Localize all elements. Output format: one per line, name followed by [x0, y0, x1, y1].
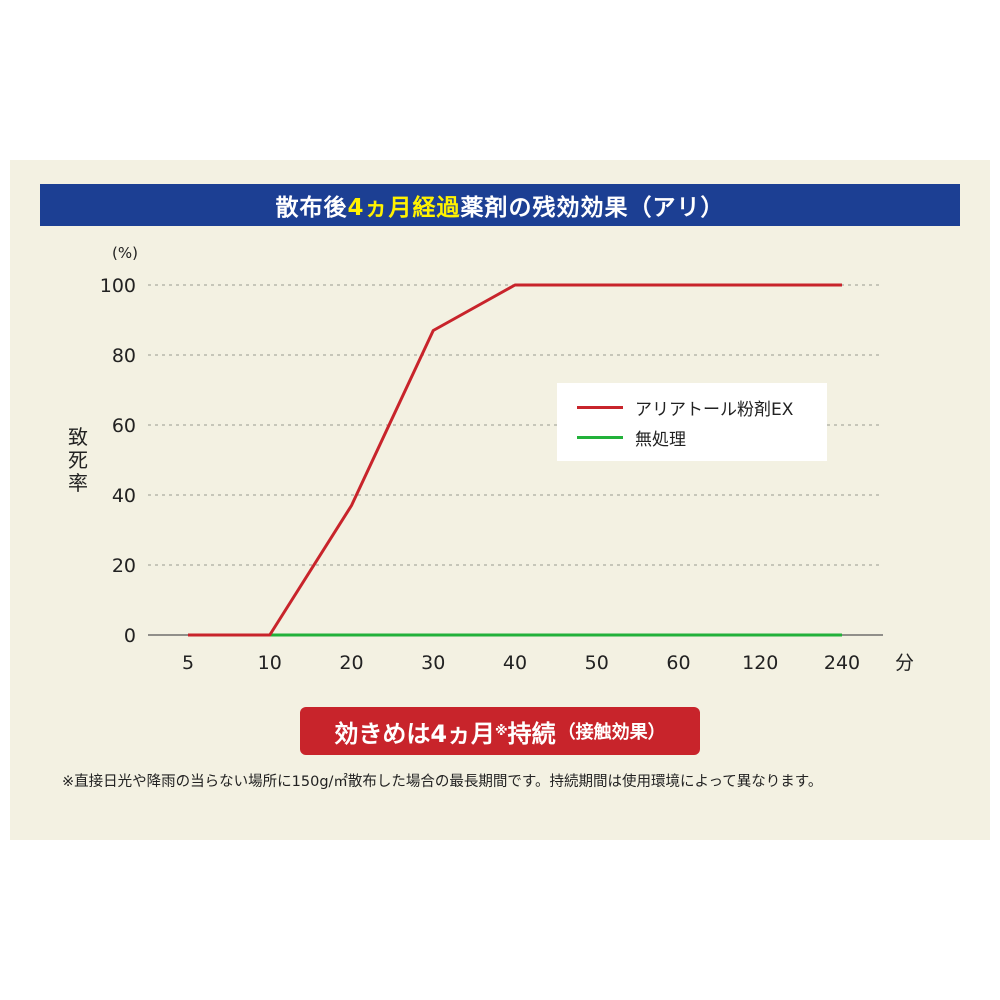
legend: アリアトール粉剤EX 無処理: [557, 383, 827, 461]
x-tick-label: 240: [824, 652, 860, 674]
legend-label: アリアトール粉剤EX: [635, 399, 794, 420]
x-tick-label: 20: [339, 652, 363, 674]
series-line-1: [188, 283, 842, 637]
x-tick-label: 50: [585, 652, 609, 674]
badge-sub-text: （接触効果）: [557, 722, 666, 743]
x-tick-label: 60: [666, 652, 690, 674]
legend-item-series-2: 無処理: [577, 423, 686, 451]
y-axis-label: 致死率: [68, 425, 88, 495]
series-lines: [188, 283, 842, 637]
y-tick-label: 100: [100, 275, 136, 297]
title-highlight: 4ヵ月経過: [347, 195, 461, 221]
y-tick-label: 40: [112, 485, 136, 507]
x-unit-label: 分: [895, 652, 914, 674]
y-axis-label-char: 死: [68, 448, 88, 472]
tick-labels: 0 20 40 60 80 100 5 10 20 30 40 50 60 120 240: [100, 275, 860, 674]
y-axis-label-char: 率: [68, 471, 88, 495]
y-axis-label-char: 致: [68, 425, 88, 449]
legend-label: 無処理: [635, 429, 686, 450]
footnote: ※直接日光や降雨の当らない場所に150g/㎡散布した場合の最長期間です。持続期間…: [62, 774, 823, 790]
title-part1: 散布後: [275, 195, 348, 221]
x-tick-label: 5: [182, 652, 194, 674]
duration-badge: 効きめは4ヵ月 ※ 持続 （接触効果）: [300, 707, 700, 755]
badge-after-text: 持続: [507, 719, 556, 748]
legend-item-series-1: アリアトール粉剤EX: [577, 393, 793, 421]
y-unit-label: (%): [112, 244, 138, 262]
x-tick-label: 30: [421, 652, 445, 674]
legend-swatch-green: [577, 435, 623, 439]
y-tick-label: 20: [112, 555, 136, 577]
x-tick-label: 10: [258, 652, 282, 674]
y-tick-label: 80: [112, 345, 136, 367]
badge-note-mark: ※: [495, 723, 508, 739]
x-tick-label: 40: [503, 652, 527, 674]
legend-swatch-red: [577, 405, 623, 409]
y-tick-label: 60: [112, 415, 136, 437]
x-tick-label: 120: [742, 652, 778, 674]
y-tick-label: 0: [124, 625, 136, 647]
badge-main-text: 効きめは4ヵ月: [334, 719, 496, 748]
chart-title: 散布後 4ヵ月経過 薬剤の残効効果（アリ）: [40, 184, 960, 226]
title-part3: 薬剤の残効効果（アリ）: [460, 195, 725, 221]
